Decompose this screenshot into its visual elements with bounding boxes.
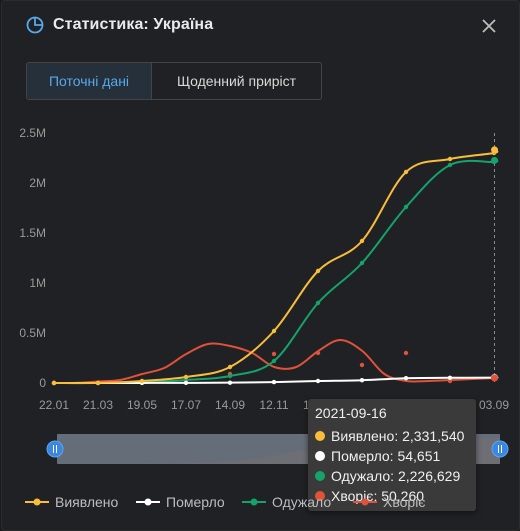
x-tick-label: 22.01 [39,398,69,412]
data-point-sick [315,350,321,356]
data-point-deaths [271,379,277,385]
tooltip-dot-icon [315,451,325,461]
legend-label: Хворіє [383,494,426,510]
data-point-detected [359,238,365,244]
data-point-recovered [315,300,321,306]
tooltip-dot-icon [315,471,325,481]
legend-item-sick[interactable]: Хворіє [352,487,425,517]
tab-daily-growth[interactable]: Щоденний приріст [176,73,297,89]
x-tick-label: 19.05 [127,398,157,412]
data-point-detected [183,374,189,380]
legend-line-icon [353,498,377,506]
data-point-recovered [359,260,365,266]
series-line-sick [53,338,495,385]
tooltip-label: Виявлено: 2,331,540 [331,428,465,444]
data-point-detected [403,169,409,175]
series-line-deaths [53,376,499,385]
legend-item-detected[interactable]: Виявлено [24,487,118,517]
data-point-deaths [447,375,453,380]
tooltip-date: 2021-09-16 [315,405,387,421]
data-point-detected [139,378,145,384]
dialog-header: Статистика: Україна [2,1,519,53]
x-tick-label: 14.09 [215,398,245,412]
tooltip-label: Одужало: 2,226,629 [331,468,461,484]
data-point-detected [271,328,277,334]
data-point-detected [95,380,101,386]
data-point-deaths [227,380,233,385]
data-point-detected [315,268,321,274]
x-tick-label: 12.11 [259,398,288,412]
close-icon[interactable] [478,15,500,37]
legend-line-icon [136,498,160,506]
chart-tooltip: 2021-09-16 Виявлено: 2,331,540 Померло: … [308,399,476,511]
y-tick-label: 0.5M [19,326,46,340]
data-point-recovered [447,162,453,168]
data-point-recovered [403,204,409,210]
y-tick-label: 1.5M [19,226,46,240]
legend-item-deaths[interactable]: Померло [135,487,225,517]
data-point-sick [447,378,453,384]
y-tick-label: 0 [39,376,46,390]
tab-current-data[interactable]: Поточні дані [27,63,152,99]
tooltip-row-sick: Хворіє: 50,260 [315,486,424,506]
data-point-sick [359,362,365,368]
legend-label: Виявлено [55,494,119,510]
data-point-sick [271,351,277,357]
legend-label: Одужало [272,494,332,510]
data-point-sick [403,350,409,356]
x-tick-label: 21.03 [83,398,113,412]
data-point-detected [447,156,453,162]
data-point-detected [227,364,233,370]
y-tick-label: 2.5M [19,126,46,140]
y-tick-label: 1M [29,276,46,290]
hover-point-recovered [491,156,498,164]
tooltip-row-deaths: Померло: 54,651 [315,446,440,466]
tooltip-row-recovered: Одужало: 2,226,629 [315,466,460,486]
hover-point-sick [491,374,498,382]
tooltip-label: Хворіє: 50,260 [331,488,425,504]
tooltip-row-detected: Виявлено: 2,331,540 [315,426,464,446]
data-point-recovered [227,373,233,379]
data-point-deaths [315,378,321,384]
data-point-deaths [359,378,365,383]
chart-legend: Виявлено Померло Одужало Хворіє [2,487,519,517]
tooltip-dot-icon [315,431,325,441]
series-line-recovered [53,159,499,385]
y-tick-label: 2M [29,176,46,190]
legend-line-icon [242,498,266,506]
data-point-recovered [271,358,277,364]
data-point-deaths [183,380,189,386]
legend-label: Померло [166,494,225,510]
data-point-detected [51,380,57,386]
data-point-deaths [403,376,409,381]
x-tick-label: 17.07 [171,398,201,412]
zoom-handle-left[interactable] [46,440,64,458]
zoom-handle-right[interactable] [491,440,509,458]
tooltip-dot-icon [315,491,325,501]
legend-line-icon [25,498,49,506]
legend-item-recovered[interactable]: Одужало [241,487,331,517]
view-tabs: Поточні дані Щоденний приріст [26,62,322,100]
x-tick-label: 03.09 [479,398,509,412]
series-line-detected [53,148,499,385]
dialog-title: Статистика: Україна [53,16,214,33]
tooltip-label: Померло: 54,651 [331,448,441,464]
hover-point-detected [491,146,498,154]
pie-chart-icon [26,16,44,34]
